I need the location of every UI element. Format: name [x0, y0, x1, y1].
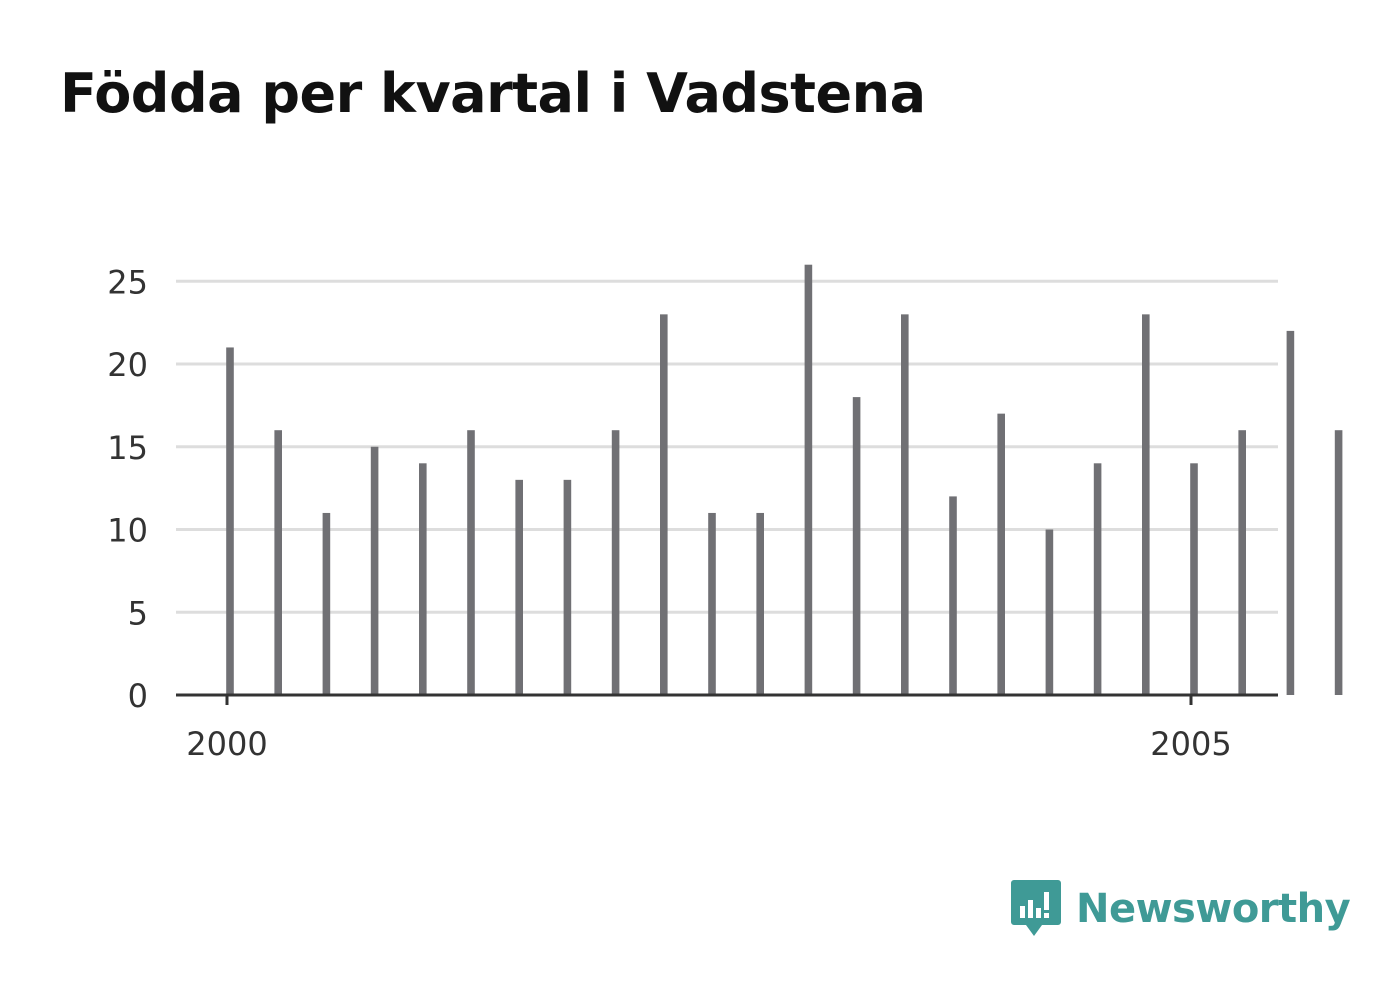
bar — [708, 512, 716, 695]
bar — [419, 463, 427, 695]
chart-title: Födda per kvartal i Vadstena — [60, 62, 926, 125]
bar — [467, 430, 475, 695]
y-tick-label: 15 — [107, 429, 148, 467]
y-tick-label: 20 — [107, 346, 148, 384]
bar — [756, 512, 764, 695]
bar — [949, 496, 957, 695]
bar — [226, 347, 234, 695]
bar — [515, 479, 523, 695]
y-tick-label: 10 — [107, 512, 148, 550]
bar — [563, 479, 572, 695]
bar — [274, 430, 282, 695]
y-axis-ticks: 0 5 10 15 20 25 — [107, 263, 148, 715]
newsworthy-logo-icon — [1011, 880, 1061, 936]
bar — [1190, 463, 1198, 695]
bars — [226, 264, 1343, 695]
bar — [1142, 314, 1150, 695]
bar — [322, 512, 331, 695]
bar — [370, 446, 379, 695]
x-tick-label: 2000 — [186, 725, 267, 763]
bar — [804, 264, 813, 695]
gridlines — [176, 279, 1278, 614]
bar — [1286, 330, 1295, 695]
bar — [852, 397, 861, 695]
bar — [1093, 463, 1102, 695]
bar — [660, 314, 668, 695]
bar — [1238, 430, 1246, 695]
bar — [1334, 430, 1343, 695]
y-tick-label: 5 — [128, 594, 148, 632]
y-tick-label: 0 — [128, 677, 148, 715]
bar — [611, 430, 620, 695]
y-tick-label: 25 — [107, 263, 148, 301]
x-tick-label: 2005 — [1150, 725, 1231, 763]
brand-name: Newsworthy — [1076, 886, 1351, 932]
bar — [1045, 529, 1054, 695]
bar — [997, 413, 1005, 695]
newsworthy-logo: Newsworthy — [1010, 878, 1351, 940]
bar — [901, 314, 909, 695]
x-axis-ticks: 200020052010201520202025 — [186, 695, 1232, 763]
